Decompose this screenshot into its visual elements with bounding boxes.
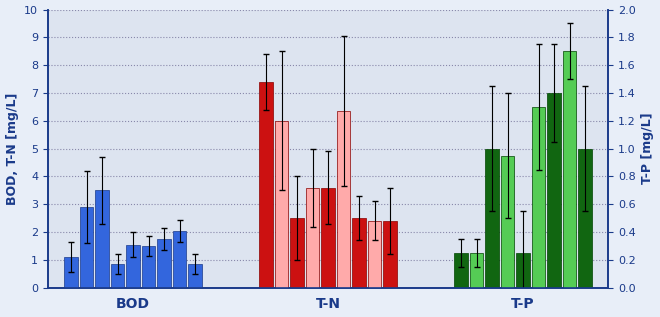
Bar [306,188,319,288]
Y-axis label: BOD, T-N [mg/L]: BOD, T-N [mg/L] [5,93,18,205]
Bar [259,82,273,288]
Bar [485,149,499,288]
Bar [321,188,335,288]
Bar [352,218,366,288]
Bar [454,253,468,288]
Bar [126,245,140,288]
Bar [470,253,483,288]
Bar [64,257,78,288]
Bar [111,264,125,288]
Bar [383,221,397,288]
Bar [578,149,592,288]
Bar [501,156,514,288]
Bar [532,107,545,288]
Bar [368,221,381,288]
Bar [142,246,156,288]
Bar [157,239,171,288]
Bar [80,207,94,288]
Bar [337,111,350,288]
Bar [188,264,202,288]
Bar [173,231,187,288]
Bar [275,121,288,288]
Bar [290,218,304,288]
Bar [516,253,530,288]
Bar [547,93,561,288]
Bar [95,191,109,288]
Bar [563,51,576,288]
Y-axis label: T-P [mg/L]: T-P [mg/L] [642,113,655,184]
